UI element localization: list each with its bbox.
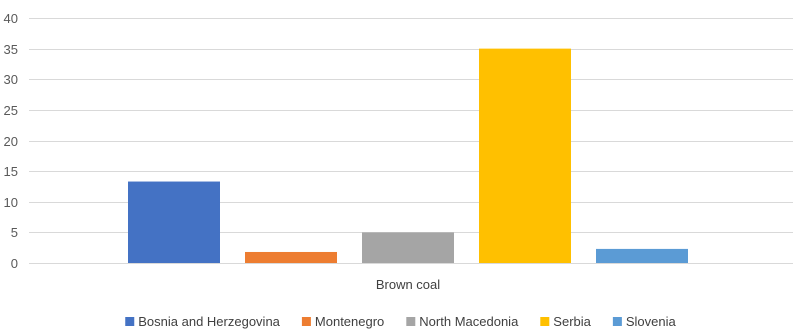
bars — [128, 48, 688, 263]
category-label: Brown coal — [376, 277, 440, 292]
legend-label-bosnia-and-herzegovina: Bosnia and Herzegovina — [138, 314, 280, 329]
legend-label-slovenia: Slovenia — [626, 314, 677, 329]
y-tick-label-40: 40 — [4, 11, 18, 26]
bar-bosnia-and-herzegovina — [128, 181, 220, 263]
y-tick-label-25: 25 — [4, 103, 18, 118]
legend-swatch-montenegro — [301, 317, 311, 326]
bar-montenegro — [245, 251, 337, 263]
bar-slovenia — [596, 248, 688, 263]
y-tick-label-10: 10 — [4, 195, 18, 210]
legend-label-serbia: Serbia — [553, 314, 591, 329]
legend-label-montenegro: Montenegro — [315, 314, 384, 329]
y-axis-ticks: 0 5 10 15 20 25 30 35 40 — [4, 11, 18, 271]
y-tick-label-5: 5 — [11, 225, 18, 240]
bar-serbia — [479, 48, 571, 263]
legend-label-north-macedonia: North Macedonia — [419, 314, 519, 329]
y-tick-label-20: 20 — [4, 134, 18, 149]
legend-swatch-serbia — [540, 317, 550, 326]
bar-north-macedonia — [362, 232, 454, 263]
legend-swatch-slovenia — [612, 317, 622, 326]
y-tick-label-0: 0 — [11, 256, 18, 271]
y-tick-label-35: 35 — [4, 42, 18, 57]
y-tick-label-30: 30 — [4, 72, 18, 87]
legend-swatch-bosnia-and-herzegovina — [125, 317, 135, 326]
legend-swatch-north-macedonia — [406, 317, 416, 326]
category-labels: Brown coal — [376, 277, 440, 292]
legend: Bosnia and Herzegovina Montenegro North Ma… — [125, 314, 677, 329]
y-tick-label-15: 15 — [4, 164, 18, 179]
